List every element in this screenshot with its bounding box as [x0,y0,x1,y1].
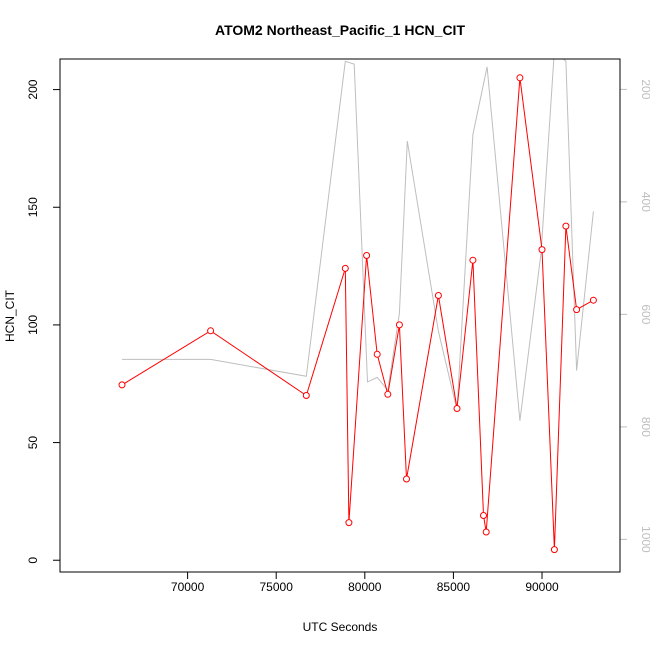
y-tick-label: 50 [26,436,40,450]
x-axis-label: UTC Seconds [303,620,378,634]
data-point [589,296,597,304]
secondary-series [122,59,594,421]
data-point [207,327,215,335]
data-point [395,321,403,329]
y-tick-label: 150 [26,197,40,217]
plot-frame [59,58,621,573]
axes: 70000 75000 80000 85000 90000 0 50 100 150 200 200… [26,79,650,594]
y2-tick-label: 1000 [639,526,650,553]
x-tick-label: 90000 [525,580,559,594]
y2-tick-label: 800 [639,417,650,437]
data-point [403,475,410,483]
y2-tick-label: 200 [639,79,650,99]
data-point [118,381,126,389]
data-point [469,256,477,264]
y-tick-label: 100 [26,315,40,335]
data-point [573,306,581,314]
secondary-series-line [122,59,594,421]
data-point [482,528,490,536]
y2-tick-label: 600 [639,304,650,324]
data-point [384,390,392,398]
primary-series [118,74,597,554]
data-point [373,350,381,358]
data-point [516,74,524,82]
data-point [480,512,487,519]
x-tick-label: 85000 [437,580,471,594]
data-point [453,405,461,412]
data-point [363,252,371,259]
data-point [562,222,570,230]
y-axis-label: HCN_CIT [3,289,17,342]
x-tick-label: 80000 [348,580,382,594]
y-tick-label: 0 [26,557,40,564]
chart-title: ATOM2 Northeast_Pacific_1 HCN_CIT [215,22,465,38]
y2-tick-label: 400 [639,192,650,212]
x-tick-label: 70000 [171,580,205,594]
data-point [345,519,353,527]
x-tick-label: 75000 [260,580,294,594]
data-point [538,246,546,254]
data-point [434,292,442,299]
data-point [341,264,349,272]
data-point [550,546,558,554]
y-tick-label: 200 [26,79,40,99]
data-point [302,392,310,399]
